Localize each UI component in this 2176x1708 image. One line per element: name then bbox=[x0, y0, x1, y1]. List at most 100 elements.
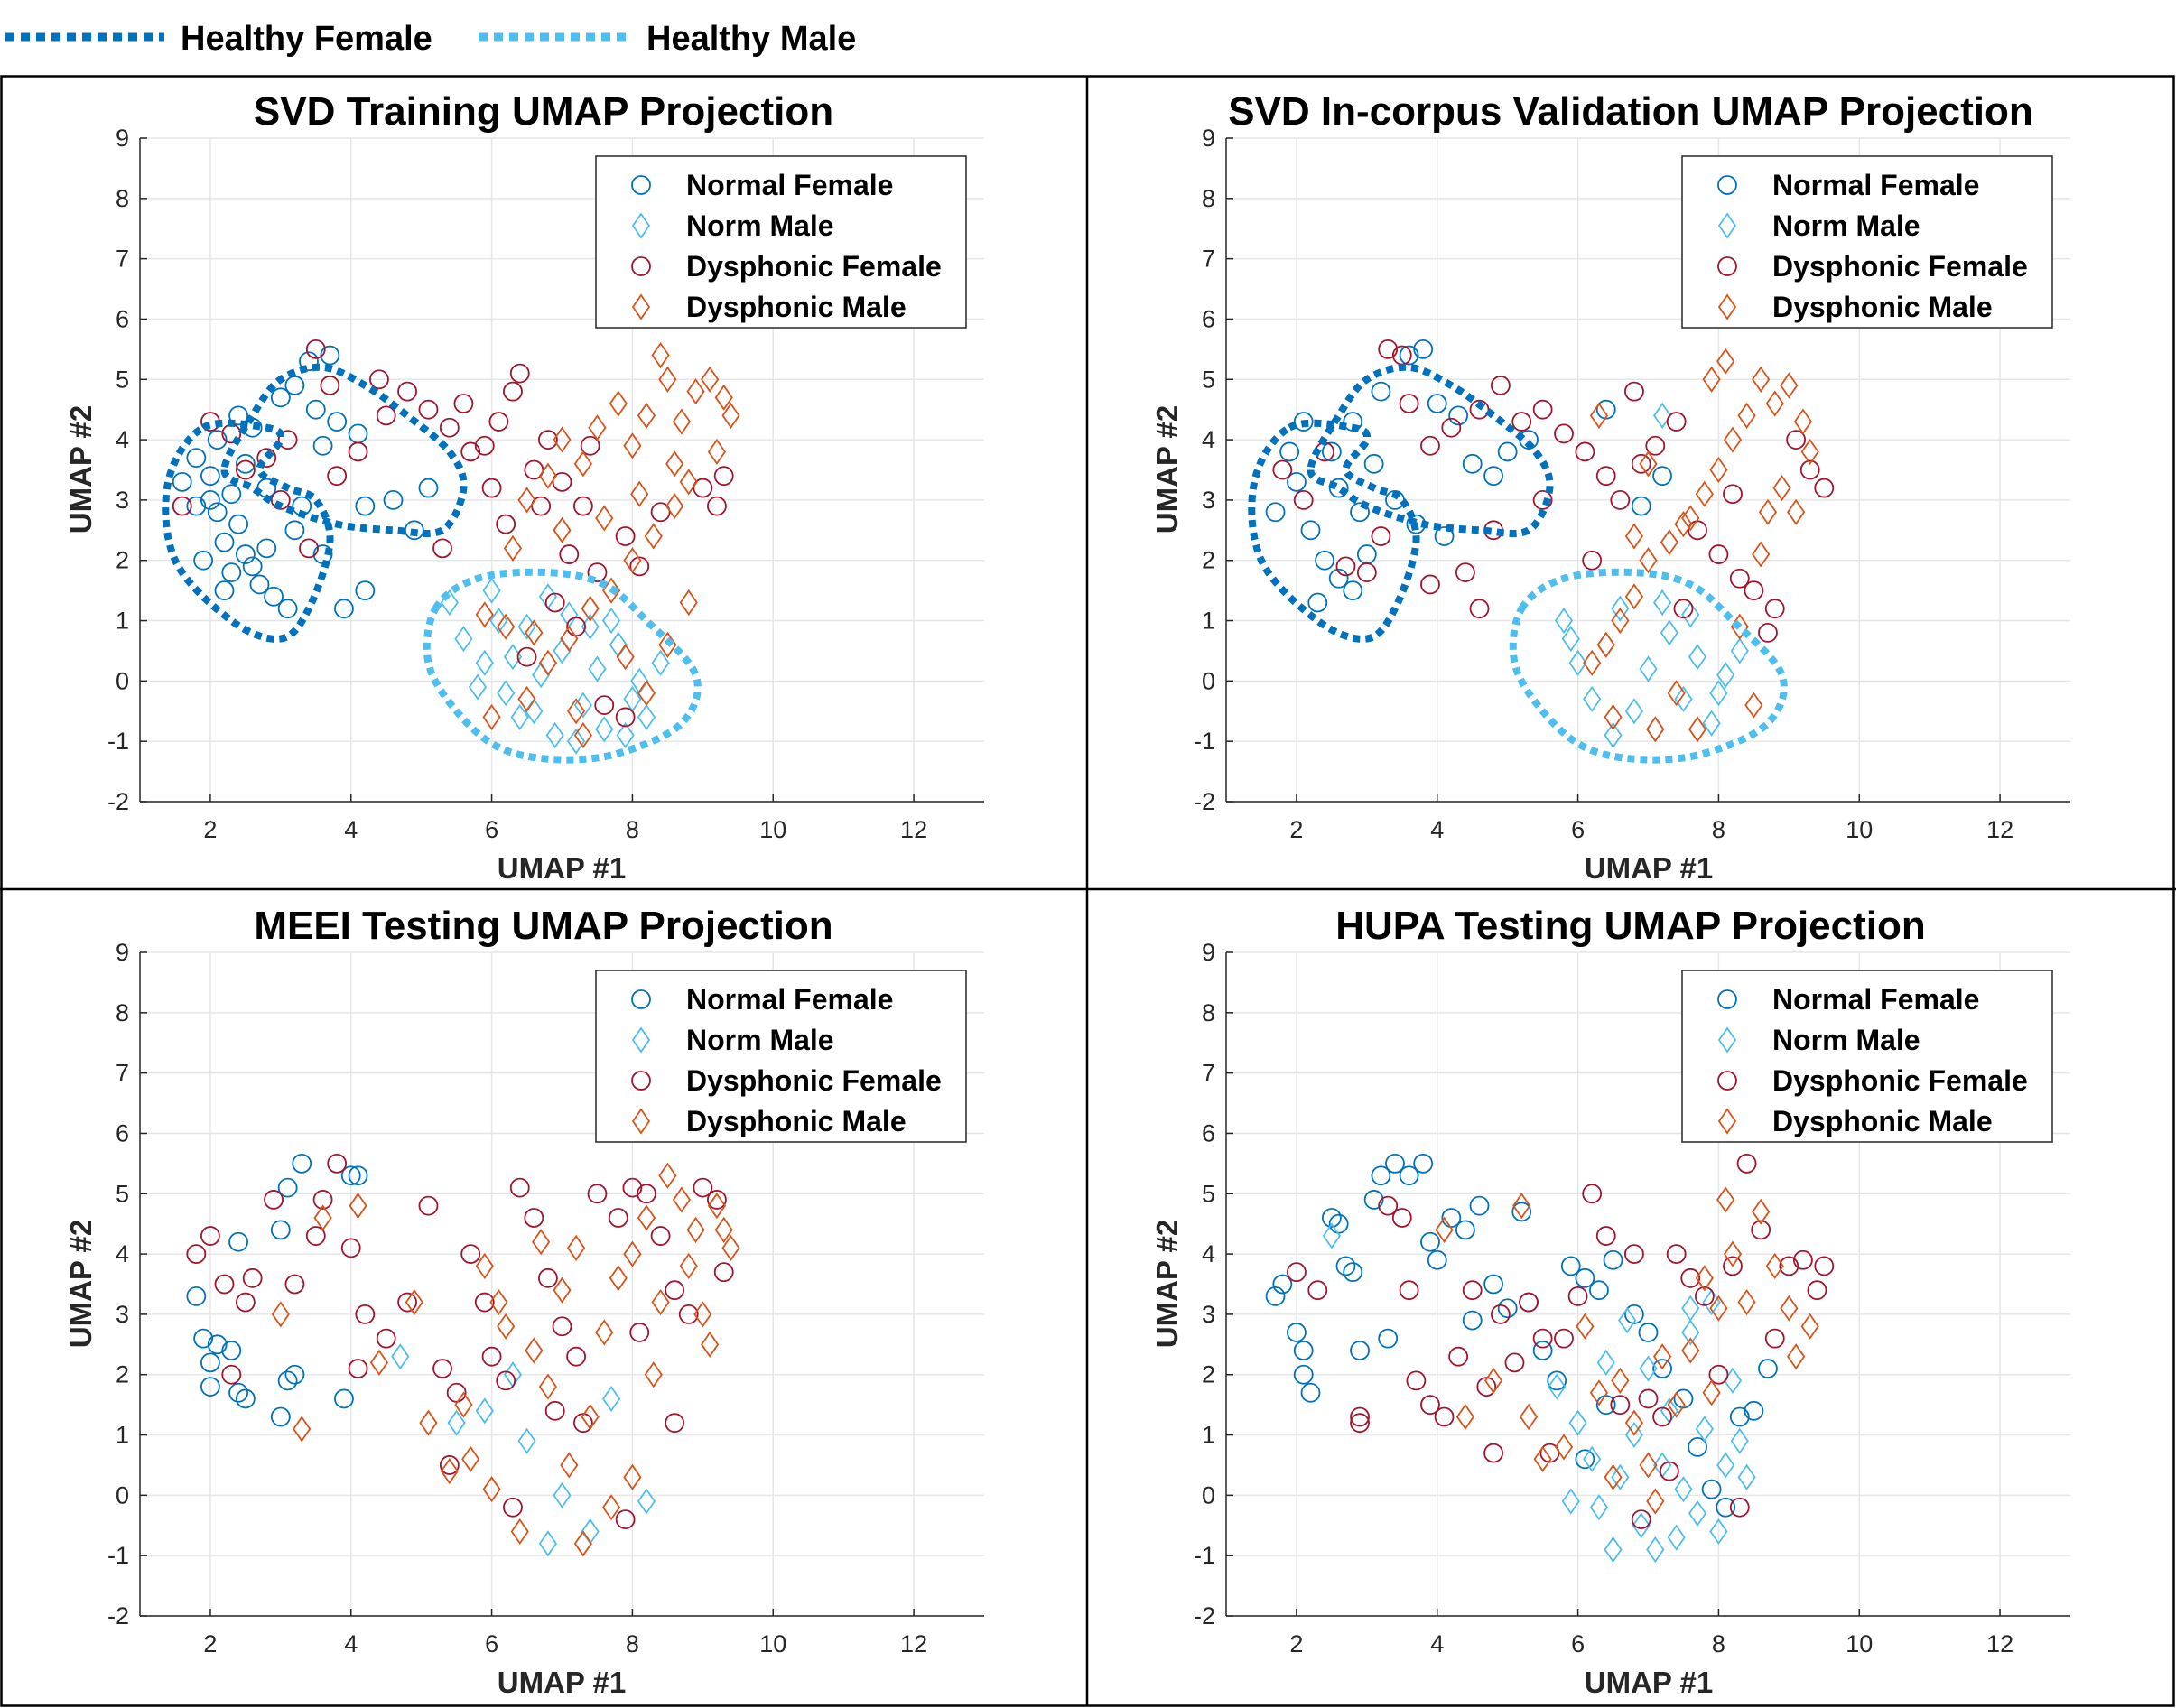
data-point-circle bbox=[1378, 1195, 1399, 1216]
data-point-diamond bbox=[545, 721, 564, 749]
data-point-diamond bbox=[313, 1204, 332, 1231]
data-point-diamond bbox=[601, 1494, 621, 1521]
data-point-diamond bbox=[644, 1361, 663, 1388]
data-point-diamond bbox=[461, 1445, 480, 1472]
data-point-diamond bbox=[454, 626, 473, 653]
data-point-circle bbox=[242, 556, 263, 577]
data-point-circle bbox=[488, 412, 509, 432]
data-point-diamond bbox=[271, 1301, 290, 1328]
x-axis-label: UMAP #1 bbox=[498, 851, 626, 885]
data-point-circle bbox=[1736, 1153, 1757, 1174]
data-point-diamond bbox=[517, 1427, 536, 1454]
data-point-circle bbox=[1652, 466, 1672, 487]
legend-label: Norm Male bbox=[1772, 209, 1920, 242]
data-point-diamond bbox=[1646, 1536, 1665, 1564]
legend-label: Dysphonic Female bbox=[686, 1064, 942, 1097]
data-point-circle bbox=[249, 574, 270, 595]
data-point-circle bbox=[650, 1226, 671, 1246]
data-point-circle bbox=[1764, 599, 1785, 619]
data-point-circle bbox=[1659, 1461, 1679, 1481]
data-point-circle bbox=[256, 538, 277, 559]
data-point-diamond bbox=[1611, 1463, 1630, 1490]
data-point-diamond bbox=[1589, 1379, 1609, 1406]
data-point-diamond bbox=[1589, 402, 1609, 429]
data-point-circle bbox=[566, 617, 586, 637]
data-point-diamond bbox=[658, 1162, 677, 1189]
data-point-circle bbox=[221, 1364, 242, 1385]
data-point-diamond bbox=[391, 1343, 410, 1370]
data-point-circle bbox=[1708, 1364, 1729, 1385]
data-point-circle bbox=[228, 1231, 248, 1252]
data-point-circle bbox=[186, 1286, 207, 1306]
data-point-diamond bbox=[1554, 1434, 1574, 1461]
legend-marker-diamond bbox=[1717, 293, 1737, 320]
series-dysphonic-male bbox=[271, 1162, 740, 1557]
data-point-circle bbox=[516, 646, 537, 667]
data-point-diamond bbox=[665, 450, 684, 478]
series-dysphonic-male bbox=[1583, 348, 1819, 743]
x-tick-label: 4 bbox=[1430, 1630, 1444, 1657]
x-axis-label: UMAP #1 bbox=[1585, 1666, 1713, 1699]
data-point-circle bbox=[312, 1190, 333, 1210]
data-point-diamond bbox=[721, 1234, 740, 1261]
y-tick-label: 8 bbox=[116, 999, 129, 1026]
data-point-diamond bbox=[601, 607, 621, 635]
data-point-circle bbox=[1624, 1244, 1644, 1264]
data-point-circle bbox=[1610, 1395, 1631, 1416]
data-point-diamond bbox=[1681, 1319, 1700, 1346]
series-dysphonic-female bbox=[1272, 339, 1835, 643]
data-point-circle bbox=[1350, 1341, 1370, 1360]
data-point-diamond bbox=[538, 462, 558, 489]
data-point-circle bbox=[1483, 466, 1503, 487]
series-dysphonic-male bbox=[1435, 1186, 1819, 1515]
data-point-diamond bbox=[1716, 662, 1735, 689]
y-tick-label: 3 bbox=[1202, 487, 1215, 514]
data-point-circle bbox=[299, 351, 319, 372]
data-point-circle bbox=[1554, 423, 1574, 444]
data-point-diamond bbox=[623, 547, 642, 574]
data-point-circle bbox=[1595, 466, 1616, 487]
data-point-diamond bbox=[1709, 680, 1728, 707]
legend-label: Normal Female bbox=[1772, 983, 1979, 1016]
data-point-circle bbox=[221, 484, 242, 505]
legend-label: Normal Female bbox=[686, 169, 893, 201]
data-point-circle bbox=[1300, 520, 1321, 541]
y-tick-label: -1 bbox=[1194, 728, 1215, 755]
data-point-circle bbox=[1441, 417, 1462, 438]
data-point-circle bbox=[235, 1388, 256, 1409]
data-point-diamond bbox=[475, 601, 494, 628]
data-point-diamond bbox=[1709, 456, 1728, 484]
region-healthy-male bbox=[423, 568, 702, 764]
data-point-diamond bbox=[560, 626, 579, 653]
data-point-diamond bbox=[1744, 692, 1763, 719]
data-point-diamond bbox=[1624, 698, 1644, 725]
data-point-circle bbox=[1638, 1323, 1659, 1342]
data-point-circle bbox=[559, 544, 580, 564]
data-point-circle bbox=[214, 532, 235, 552]
y-tick-label: 0 bbox=[1202, 1481, 1215, 1508]
data-point-circle bbox=[1716, 1497, 1736, 1518]
data-point-diamond bbox=[651, 341, 670, 369]
data-point-circle bbox=[207, 430, 228, 450]
data-point-diamond bbox=[1568, 649, 1587, 676]
data-point-diamond bbox=[1639, 1355, 1658, 1382]
legend-marker-circle bbox=[1717, 175, 1737, 195]
data-point-circle bbox=[1343, 580, 1363, 601]
data-point-diamond bbox=[1723, 1240, 1743, 1267]
region-healthy-female bbox=[1307, 363, 1554, 538]
series-normal-female bbox=[186, 1153, 368, 1427]
data-point-circle bbox=[1729, 1406, 1750, 1427]
data-point-circle bbox=[509, 363, 530, 384]
data-point-circle bbox=[1293, 412, 1314, 432]
data-point-circle bbox=[376, 405, 396, 426]
data-point-circle bbox=[327, 466, 348, 487]
x-tick-label: 10 bbox=[1846, 1630, 1873, 1657]
data-point-circle bbox=[334, 1388, 354, 1409]
series-dysphonic-female bbox=[186, 1153, 734, 1529]
y-axis-label: UMAP #2 bbox=[64, 1220, 98, 1348]
data-point-diamond bbox=[349, 1193, 367, 1220]
data-point-circle bbox=[418, 478, 439, 498]
data-point-diamond bbox=[714, 384, 733, 411]
data-point-diamond bbox=[609, 1265, 628, 1292]
y-tick-label: 5 bbox=[116, 366, 129, 393]
